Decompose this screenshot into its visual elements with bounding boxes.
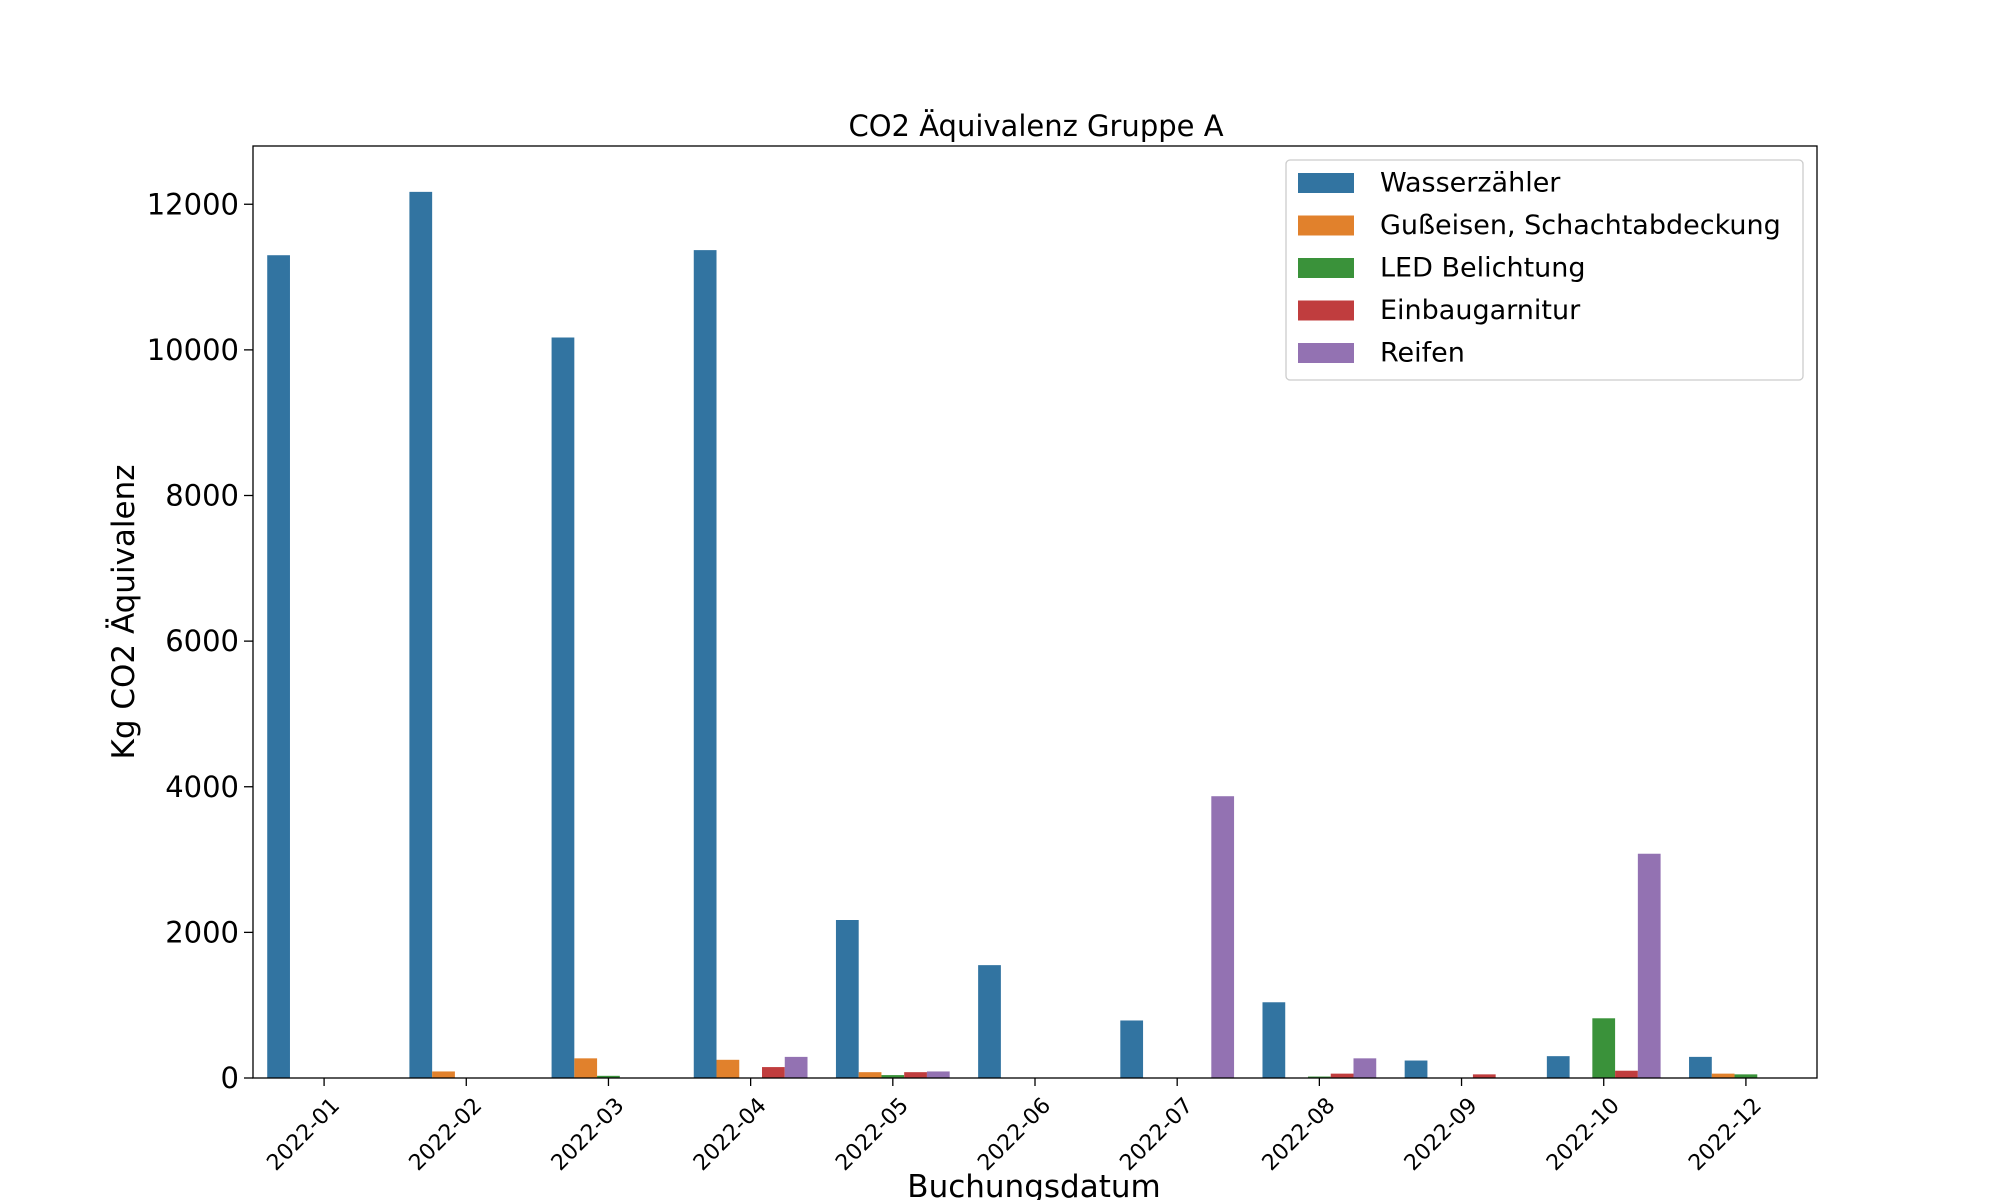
x-tick-label: 2022-04 [689, 1093, 772, 1176]
bar [1592, 1018, 1616, 1078]
bar [1615, 1070, 1638, 1078]
bar [1546, 1056, 1570, 1078]
x-tick-label: 2022-01 [262, 1093, 345, 1176]
x-axis-title: Buchungsdatum [907, 1169, 1160, 1200]
x-tick-label: 2022-10 [1542, 1093, 1625, 1176]
bar [716, 1059, 740, 1078]
bar [1734, 1074, 1758, 1078]
x-tick-label: 2022-05 [831, 1093, 914, 1176]
bar [858, 1072, 882, 1078]
x-tick-label: 2022-02 [405, 1093, 488, 1176]
y-tick-label: 8000 [165, 479, 239, 513]
x-tick-label: 2022-06 [973, 1093, 1056, 1176]
bar [1307, 1076, 1331, 1078]
y-tick-label: 0 [221, 1061, 239, 1095]
bar [432, 1071, 455, 1078]
legend-label: Wasserzähler [1380, 168, 1561, 199]
bar [574, 1058, 598, 1078]
x-tick-label: 2022-12 [1684, 1093, 1767, 1176]
bar [1353, 1058, 1377, 1078]
bar [835, 920, 859, 1078]
x-axis: 2022-01 2022-02 2022-03 2022-04 2022-05 2022-… [262, 1078, 1767, 1176]
legend-swatch [1298, 258, 1354, 278]
legend-swatch [1298, 215, 1354, 236]
y-tick-label: 10000 [147, 333, 239, 367]
y-tick-label: 6000 [165, 624, 239, 658]
bar [881, 1075, 905, 1078]
x-tick-label: 2022-08 [1258, 1093, 1341, 1176]
legend: Wasserzähler Gußeisen, Schachtabdeckung LE… [1285, 159, 1804, 381]
legend-label: LED Belichtung [1380, 253, 1586, 284]
bar [1472, 1074, 1496, 1078]
bar [978, 965, 1001, 1078]
legend-label: Einbaugarnitur [1380, 295, 1581, 326]
y-tick-label: 12000 [147, 187, 239, 221]
legend-swatch [1298, 173, 1354, 193]
bar [904, 1072, 927, 1078]
bar [1120, 1020, 1144, 1078]
bar [1711, 1073, 1735, 1078]
y-axis: 0 2000 4000 6000 8000 10000 12000 [147, 187, 253, 1095]
bar [551, 337, 575, 1078]
bar [1637, 853, 1661, 1078]
bar [926, 1071, 950, 1078]
bar [784, 1056, 808, 1078]
y-tick-label: 4000 [165, 770, 239, 804]
bar [409, 191, 433, 1078]
y-tick-label: 2000 [165, 915, 239, 949]
bar [1262, 1002, 1286, 1078]
y-axis-title: Kg CO2 Äquivalenz [106, 464, 142, 759]
legend-swatch [1298, 300, 1354, 321]
legend-swatch [1298, 343, 1354, 363]
bar [762, 1067, 785, 1078]
legend-label: Reifen [1380, 338, 1465, 369]
bar [1330, 1073, 1354, 1078]
x-tick-label: 2022-07 [1115, 1093, 1198, 1176]
bar [693, 250, 717, 1078]
bar [267, 255, 290, 1079]
x-tick-label: 2022-09 [1400, 1093, 1483, 1176]
bar [1689, 1056, 1712, 1078]
bar [1404, 1060, 1428, 1078]
bars-layer [267, 191, 1758, 1079]
legend-box [1285, 159, 1804, 381]
bar [1211, 796, 1235, 1078]
x-tick-label: 2022-03 [547, 1093, 630, 1176]
legend-label: Gußeisen, Schachtabdeckung [1380, 210, 1781, 241]
bar [597, 1075, 620, 1078]
chart-title: CO2 Äquivalenz Gruppe A [848, 109, 1223, 143]
